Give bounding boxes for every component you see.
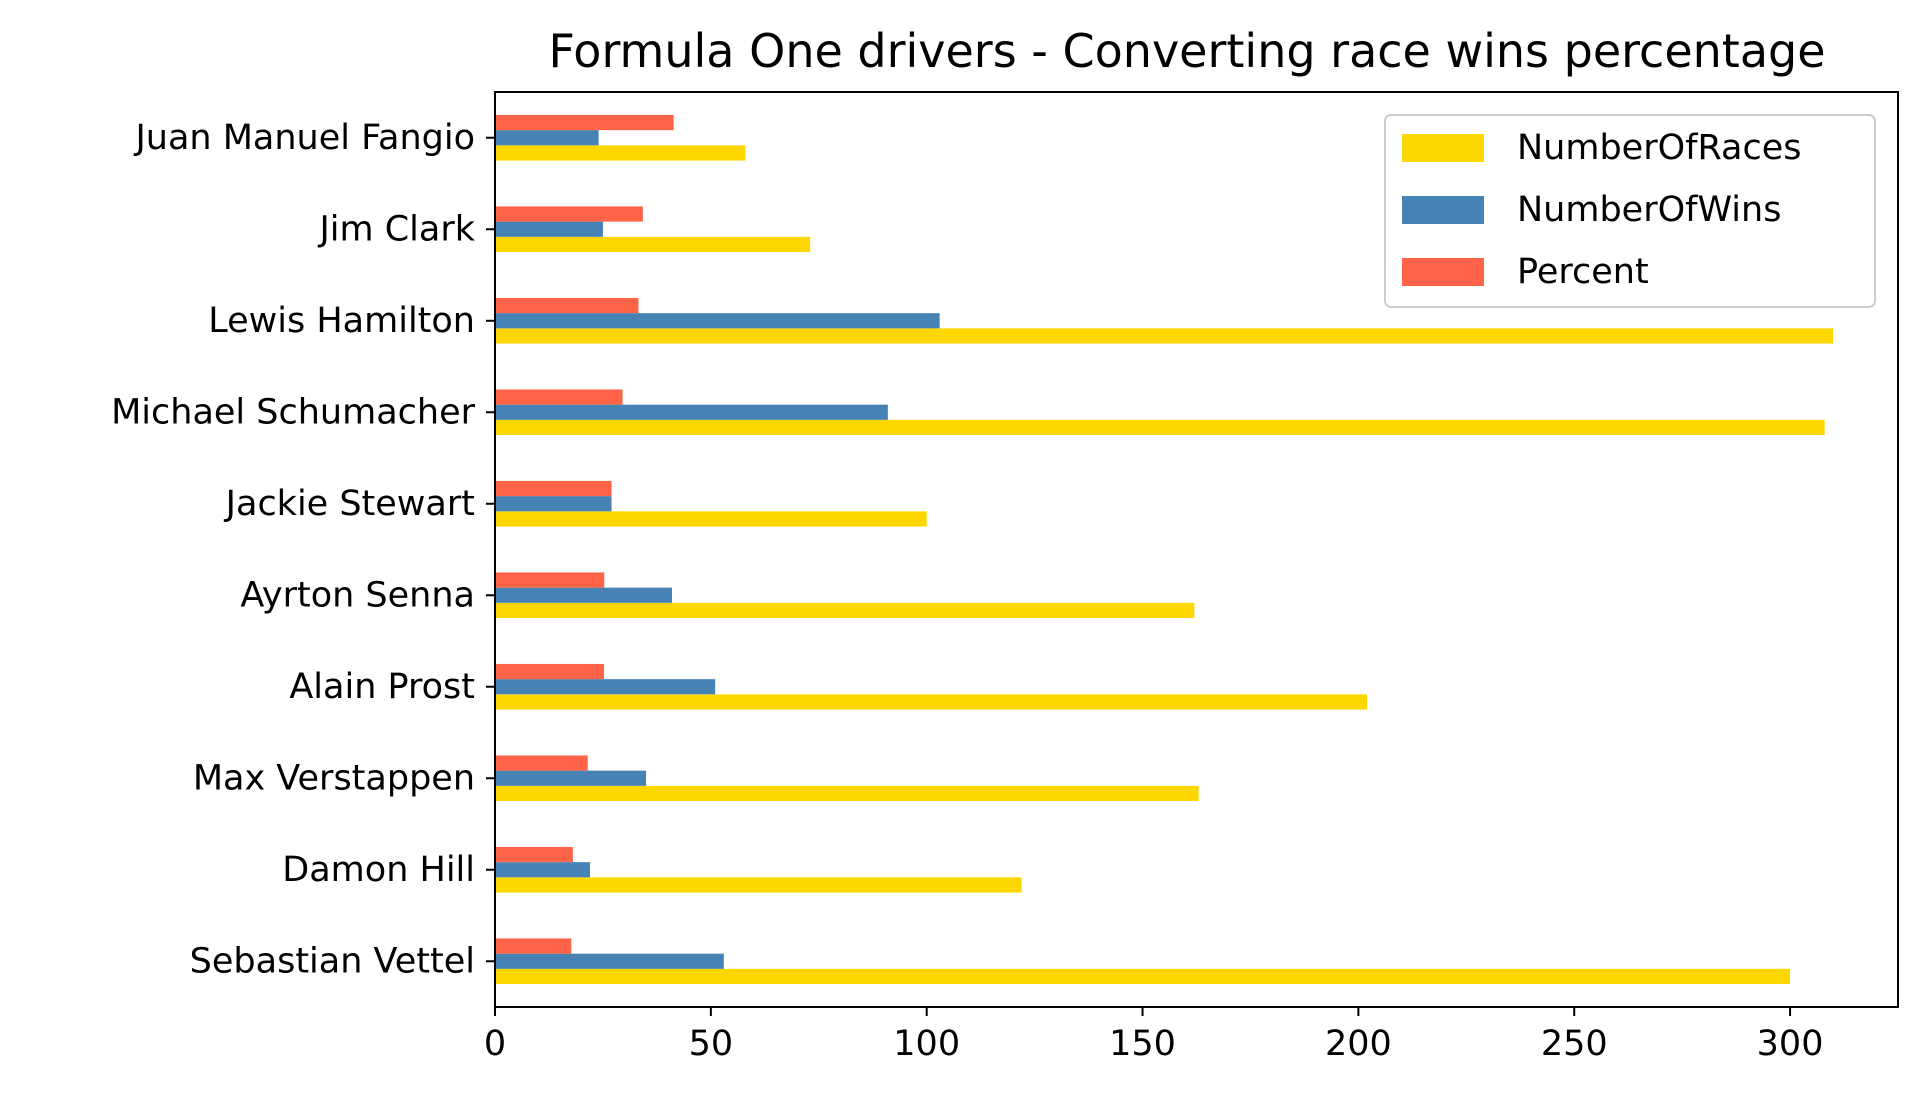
y-tick-label: Ayrton Senna	[240, 575, 475, 615]
bar-numberofraces-3	[495, 328, 1834, 344]
bar-percent-2	[495, 206, 643, 222]
bar-numberofraces-7	[495, 694, 1368, 710]
axes-layer: Juan Manuel Fangio Jim Clark Lewis Hamilto…	[111, 91, 1899, 1064]
bar-numberofraces-5	[495, 511, 927, 527]
bar-percent-6	[495, 572, 605, 588]
bar-numberofraces-4	[495, 419, 1825, 436]
x-tick-label: 300	[1757, 1024, 1824, 1064]
x-tick-label: 100	[893, 1024, 960, 1064]
bar-numberofwins-3	[495, 313, 940, 329]
legend-box	[1384, 114, 1876, 308]
bar-percent-5	[495, 480, 612, 497]
x-tick-label: 150	[1109, 1024, 1176, 1064]
bar-numberofraces-6	[495, 602, 1195, 619]
bar-numberofwins-2	[495, 221, 603, 237]
bar-numberofwins-7	[495, 679, 716, 695]
legend-label-numberofwins: NumberOfWins	[1517, 190, 1781, 230]
legend-swatch-numberofraces	[1402, 134, 1484, 162]
chart-title: Formula One drivers - Converting race wi…	[548, 24, 1825, 78]
legend-label-numberofraces: NumberOfRaces	[1517, 128, 1801, 168]
bar-numberofwins-8	[495, 770, 647, 786]
x-tick-label: 50	[689, 1024, 734, 1064]
bar-numberofraces-2	[495, 236, 811, 253]
bars-layer	[495, 114, 1834, 985]
x-tick-label: 200	[1325, 1024, 1392, 1064]
bar-numberofwins-6	[495, 587, 672, 603]
bar-percent-1	[495, 114, 674, 131]
bar-numberofwins-1	[495, 130, 599, 146]
bar-numberofwins-4	[495, 404, 888, 420]
bar-numberofwins-9	[495, 862, 590, 878]
bar-percent-10	[495, 938, 572, 954]
x-tick-label: 0	[484, 1024, 506, 1064]
y-tick-label: Damon Hill	[282, 850, 475, 890]
y-tick-label: Jackie Stewart	[224, 484, 475, 524]
legend-label-percent: Percent	[1517, 252, 1649, 292]
legend-swatch-numberofwins	[1402, 196, 1484, 224]
bar-numberofraces-10	[495, 968, 1791, 985]
y-tick-label: Sebastian Vettel	[190, 941, 475, 981]
legend-swatch-percent	[1402, 258, 1484, 286]
x-tick-label: 250	[1541, 1024, 1608, 1064]
bar-numberofwins-5	[495, 496, 612, 512]
bar-percent-7	[495, 663, 605, 680]
y-tick-label: Max Verstappen	[193, 758, 475, 798]
bar-numberofwins-10	[495, 953, 724, 969]
bar-numberofraces-9	[495, 877, 1022, 893]
legend: NumberOfRaces NumberOfWins Percent	[1384, 114, 1876, 308]
y-tick-label: Lewis Hamilton	[208, 301, 475, 341]
y-tick-label: Alain Prost	[289, 667, 475, 707]
bar-numberofraces-8	[495, 785, 1199, 802]
bar-percent-4	[495, 389, 623, 405]
bar-percent-9	[495, 846, 573, 863]
plot-frame	[494, 91, 1899, 1008]
bar-numberofraces-1	[495, 145, 746, 161]
y-tick-label: Michael Schumacher	[111, 392, 476, 432]
y-tick-label: Juan Manuel Fangio	[133, 118, 475, 158]
bar-percent-3	[495, 297, 639, 314]
y-tick-label: Jim Clark	[317, 209, 475, 249]
bar-percent-8	[495, 755, 588, 771]
